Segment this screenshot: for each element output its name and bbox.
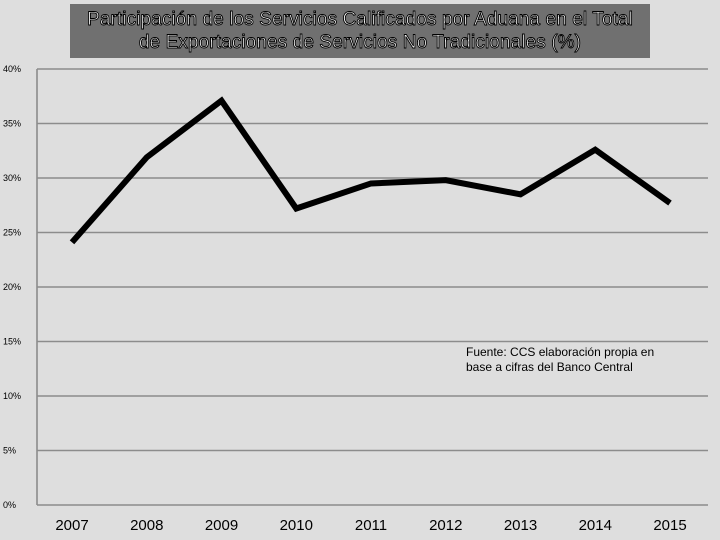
x-tick-label: 2015 [653,517,686,534]
source-note: Fuente: CCS elaboración propia en base a… [466,345,696,375]
source-note-line-1: Fuente: CCS elaboración propia en [466,345,655,359]
chart-title: Participación de los Servicios Calificad… [70,4,650,58]
chart-title-line-2: de Exportaciones de Servicios No Tradici… [138,32,582,54]
x-tick-label: 2013 [504,517,537,534]
x-tick-label: 2010 [280,517,313,534]
y-tick-label: 0% [3,500,16,510]
y-tick-label: 35% [3,119,21,129]
y-tick-label: 5% [3,446,16,456]
x-tick-label: 2008 [130,517,163,534]
series-line [69,96,672,245]
y-tick-label: 40% [3,64,21,74]
x-tick-label: 2012 [429,517,462,534]
x-tick-label: 2007 [55,517,88,534]
y-tick-label: 20% [3,282,21,292]
source-note-line-2: base a cifras del Banco Central [466,360,633,374]
y-tick-label: 30% [3,173,21,183]
y-tick-label: 15% [3,337,21,347]
x-tick-label: 2011 [355,517,387,534]
y-tick-label: 10% [3,391,21,401]
y-tick-label: 25% [3,228,21,238]
x-tick-label: 2009 [205,517,238,534]
x-tick-label: 2014 [579,517,612,534]
chart-title-line-1: Participación de los Servicios Calificad… [87,9,634,31]
